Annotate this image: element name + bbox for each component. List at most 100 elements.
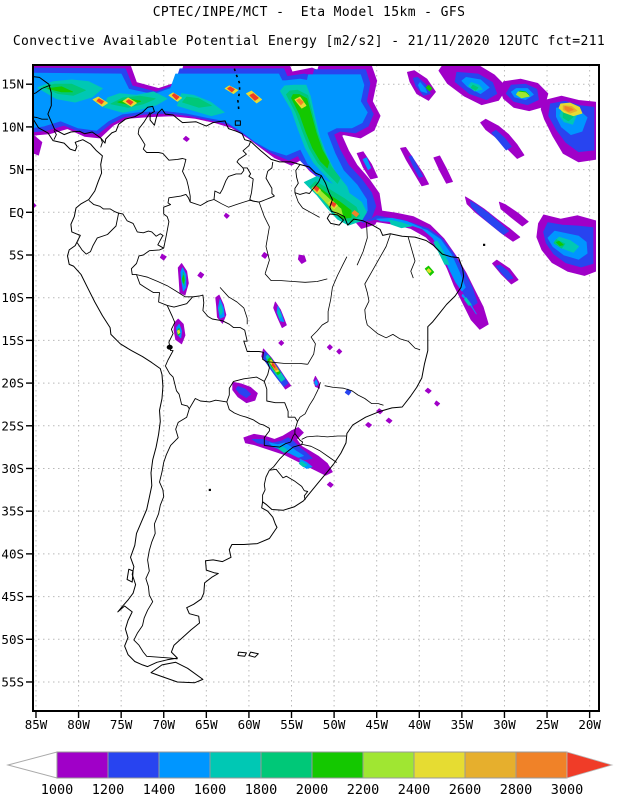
colorbar-value-label: 1200 (92, 782, 125, 798)
cape-field (33, 65, 596, 488)
cape-region (278, 445, 289, 453)
country-border (137, 112, 191, 203)
state-border (364, 234, 391, 302)
lat-tick-label: 35S (1, 504, 24, 519)
cape-region (351, 210, 360, 217)
country-border (167, 294, 270, 382)
cape-region (336, 348, 343, 355)
cape-region (426, 268, 432, 274)
lon-tick-label: 45W (365, 717, 388, 732)
cape-region (408, 155, 424, 178)
country-border (163, 193, 191, 249)
lon-tick-label: 60W (238, 717, 261, 732)
cape-region (96, 98, 104, 105)
colorbar-value-label: 2400 (398, 782, 431, 798)
cape-region (495, 264, 514, 281)
cape-region (326, 481, 334, 488)
small-island-dot (208, 488, 211, 492)
lat-tick-label: 25S (1, 418, 24, 433)
cape-region (326, 344, 333, 351)
colorbar-segment (464, 751, 517, 779)
state-border (258, 201, 270, 274)
colorbar-value-label: 2000 (296, 782, 329, 798)
cape-region (278, 340, 285, 346)
colorbar-segment (107, 751, 160, 779)
lat-tick-label: 15S (1, 333, 24, 348)
cape-region (362, 157, 372, 170)
cape-region (125, 99, 134, 106)
cape-region (564, 106, 574, 112)
cape-region (182, 135, 190, 142)
lat-tick-label: 55S (1, 674, 24, 689)
colorbar-below-arrow (6, 751, 58, 779)
cape-region (171, 93, 180, 100)
country-border (164, 305, 176, 367)
lesser-antilles-arc (232, 66, 241, 110)
colorbar-segment (515, 751, 568, 779)
country-border (294, 164, 301, 193)
country-border (190, 167, 245, 206)
lat-tick-label: 5N (9, 162, 24, 177)
lon-tick-label: 35W (451, 717, 474, 732)
cape-region (261, 252, 269, 259)
lon-tick-label: 80W (67, 717, 90, 732)
colorbar: 1000 1200 1400 1600 1800 2000 2200 2400 2600 2800… (6, 751, 614, 798)
cape-region (33, 134, 43, 156)
colorbar-value-label: 2800 (500, 782, 533, 798)
state-border (136, 274, 193, 298)
country-border (76, 213, 120, 255)
island-outline (150, 661, 204, 684)
cape-region (277, 309, 282, 319)
lon-tick-label: 65W (195, 717, 218, 732)
colorbar-value-label: 1400 (143, 782, 176, 798)
cape-region (470, 84, 479, 91)
island-outline (326, 213, 344, 226)
geography (33, 66, 486, 684)
cape-region (425, 84, 433, 92)
cape-region (516, 91, 530, 99)
state-border (264, 273, 328, 283)
cape-region (297, 254, 307, 264)
state-border (297, 382, 321, 422)
lon-tick-label: 30W (493, 717, 516, 732)
cape-region (227, 86, 235, 93)
axis-labels: 15N 10N 5N EQ 5S 10S 15S 20S 25S 30S 35S 40S 45S 50S 5… (1, 77, 601, 732)
state-border (327, 256, 348, 322)
colorbar-segment (362, 751, 415, 779)
state-border (307, 321, 329, 365)
country-border (263, 381, 298, 434)
lon-tick-label: 70W (152, 717, 175, 732)
lon-tick-label: 50W (323, 717, 346, 732)
coastline (33, 76, 465, 668)
lon-tick-label: 85W (25, 717, 48, 732)
island-outline (234, 120, 241, 126)
island-outline (126, 568, 134, 583)
lon-tick-label: 25W (536, 717, 559, 732)
cape-region (249, 93, 259, 101)
country-border (88, 199, 119, 214)
cape-region (197, 271, 205, 279)
lon-tick-label: 55W (280, 717, 303, 732)
country-border (269, 433, 304, 471)
state-border (301, 444, 337, 463)
cape-region (389, 219, 412, 229)
colorbar-segment (311, 751, 364, 779)
island-outline (237, 651, 247, 657)
lat-tick-label: 40S (1, 546, 24, 561)
state-border (407, 236, 416, 279)
lat-tick-label: 50S (1, 632, 24, 647)
page-title: CPTEC/INPE/MCT - Eta Model 15km - GFS (152, 5, 466, 20)
cape-region (491, 129, 512, 151)
lat-tick-label: 45S (1, 589, 24, 604)
country-border (118, 212, 164, 249)
state-border (294, 192, 320, 218)
cape-region (461, 293, 477, 315)
lat-tick-label: 30S (1, 461, 24, 476)
country-border (265, 161, 275, 197)
cape-region (418, 82, 428, 94)
lon-tick-label: 75W (110, 717, 133, 732)
cape-region (235, 386, 251, 398)
colorbar-value-label: 3000 (551, 782, 584, 798)
country-border (188, 398, 227, 409)
